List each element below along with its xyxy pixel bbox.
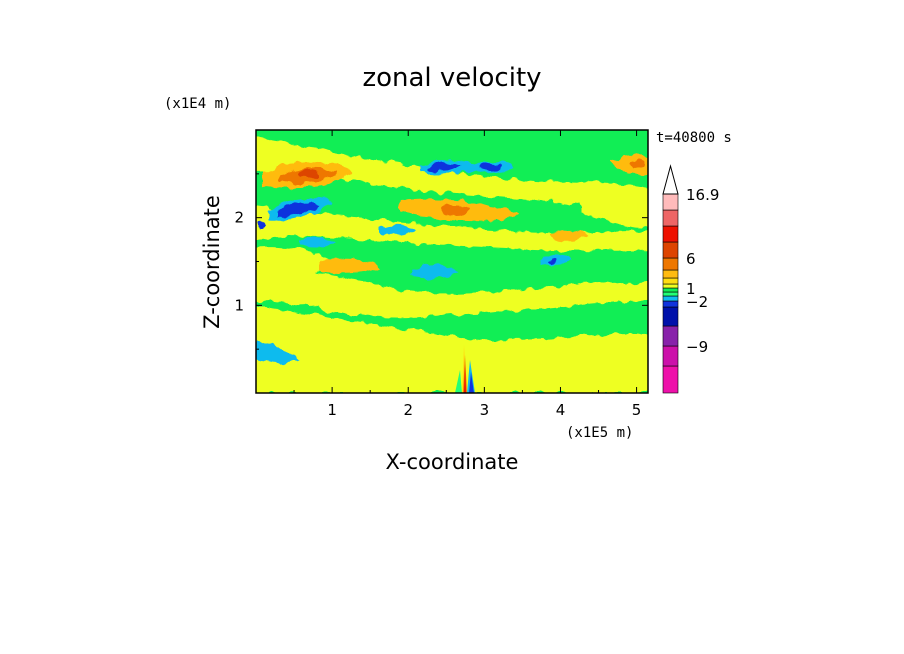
x-tick-label-2: 3 [480, 401, 490, 419]
colorbar-swatch-4 [662, 300, 679, 308]
colorbar-swatch-6 [662, 291, 679, 297]
chart-title: zonal velocity [362, 63, 541, 93]
x-tick-label-4: 5 [632, 401, 642, 419]
colorbar: 16.9 6 1−2 −9 [662, 164, 719, 394]
colorbar-swatch-15 [662, 193, 679, 211]
contour-field [256, 130, 648, 393]
y-scale-label: (x1E4 m) [164, 96, 231, 112]
colorbar-swatch-13 [662, 225, 679, 243]
colorbar-swatch-7 [662, 287, 679, 293]
colorbar-label-2: 1 [686, 280, 696, 298]
x-tick-label-3: 4 [556, 401, 566, 419]
colorbar-label-0: 16.9 [686, 186, 719, 204]
colorbar-label-3: −2 [686, 293, 708, 311]
colorbar-swatch-5 [662, 295, 679, 302]
colorbar-swatch-9 [662, 277, 679, 285]
colorbar-swatch-8 [662, 283, 679, 289]
colorbar-swatch-10 [662, 269, 679, 279]
colorbar-swatch-3 [662, 306, 679, 327]
axis-ticks: 1 2 3 4 5 1 2 [234, 130, 648, 419]
colorbar-swatch-11 [662, 257, 679, 271]
colorbar-swatch-14 [662, 209, 679, 227]
x-tick-label-1: 2 [403, 401, 413, 419]
x-tick-label-0: 1 [327, 401, 337, 419]
colorbar-label-4: −9 [686, 338, 708, 356]
colorbar-swatch-1 [662, 345, 679, 367]
x-axis-label: X-coordinate [386, 450, 519, 474]
y-tick-label-0: 1 [234, 296, 244, 314]
colorbar-swatch-0 [662, 365, 679, 394]
colorbar-swatch-2 [662, 325, 679, 347]
y-tick-label-1: 2 [234, 209, 244, 227]
colorbar-label-1: 6 [686, 250, 696, 268]
colorbar-swatch-12 [662, 241, 679, 259]
colorbar-max-arrow [662, 164, 679, 195]
time-label: t=40800 s [656, 130, 732, 146]
x-scale-label: (x1E5 m) [566, 425, 633, 441]
y-axis-label: Z-coordinate [200, 195, 224, 329]
